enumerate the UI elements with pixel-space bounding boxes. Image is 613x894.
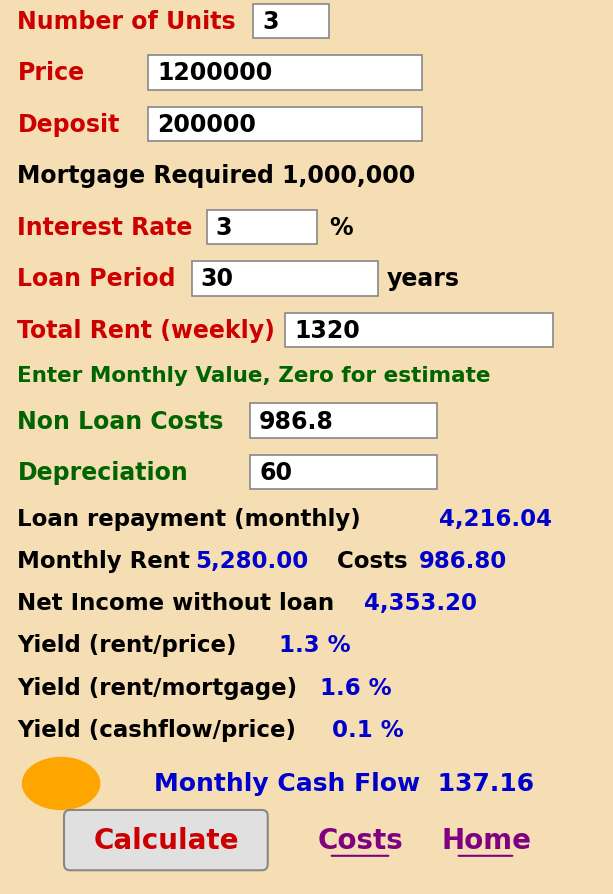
Text: Costs: Costs (329, 550, 416, 572)
FancyBboxPatch shape (253, 4, 329, 39)
FancyBboxPatch shape (148, 56, 422, 90)
Text: 200000: 200000 (157, 113, 256, 137)
Text: 1.3 %: 1.3 % (280, 634, 351, 657)
Text: Enter Monthly Value, Zero for estimate: Enter Monthly Value, Zero for estimate (17, 366, 491, 386)
Text: Yield (cashflow/price): Yield (cashflow/price) (17, 718, 305, 741)
Text: 30: 30 (201, 267, 234, 291)
Text: 4,216.04: 4,216.04 (440, 507, 552, 530)
FancyBboxPatch shape (64, 810, 268, 870)
Text: 3: 3 (262, 10, 278, 34)
Text: Deposit: Deposit (17, 113, 120, 137)
Text: 1320: 1320 (294, 318, 360, 342)
Text: Mortgage Required 1,000,000: Mortgage Required 1,000,000 (17, 164, 416, 189)
FancyBboxPatch shape (207, 210, 317, 245)
Text: 986.80: 986.80 (419, 550, 508, 572)
FancyBboxPatch shape (250, 404, 436, 438)
Text: 0.1 %: 0.1 % (332, 718, 403, 741)
Text: Loan Period: Loan Period (17, 267, 176, 291)
FancyBboxPatch shape (148, 107, 422, 142)
Text: %: % (329, 215, 352, 240)
Text: Yield (rent/mortgage): Yield (rent/mortgage) (17, 676, 306, 699)
Text: 3: 3 (215, 215, 232, 240)
Text: Costs: Costs (318, 826, 404, 854)
FancyBboxPatch shape (285, 313, 553, 348)
Text: 986.8: 986.8 (259, 409, 334, 433)
Text: Calculate: Calculate (93, 826, 238, 854)
Text: Price: Price (17, 62, 85, 85)
Text: Yield (rent/price): Yield (rent/price) (17, 634, 245, 657)
Ellipse shape (22, 757, 101, 810)
Text: Monthly Rent: Monthly Rent (17, 550, 199, 572)
Text: 60: 60 (259, 460, 292, 485)
Text: 1200000: 1200000 (157, 62, 272, 85)
Text: Number of Units: Number of Units (17, 10, 236, 34)
Text: Non Loan Costs: Non Loan Costs (17, 409, 224, 433)
Text: years: years (387, 267, 460, 291)
Text: Net Income without loan: Net Income without loan (17, 592, 343, 614)
Text: Loan repayment (monthly): Loan repayment (monthly) (17, 507, 369, 530)
FancyBboxPatch shape (192, 262, 378, 296)
Text: Home: Home (441, 826, 531, 854)
Text: Total Rent (weekly): Total Rent (weekly) (17, 318, 275, 342)
Text: Depreciation: Depreciation (17, 460, 188, 485)
Text: 5,280.00: 5,280.00 (195, 550, 308, 572)
Text: 4,353.20: 4,353.20 (364, 592, 477, 614)
Text: Monthly Cash Flow  137.16: Monthly Cash Flow 137.16 (154, 772, 535, 796)
FancyBboxPatch shape (250, 455, 436, 490)
Text: Interest Rate: Interest Rate (17, 215, 193, 240)
Text: 1.6 %: 1.6 % (320, 676, 392, 699)
